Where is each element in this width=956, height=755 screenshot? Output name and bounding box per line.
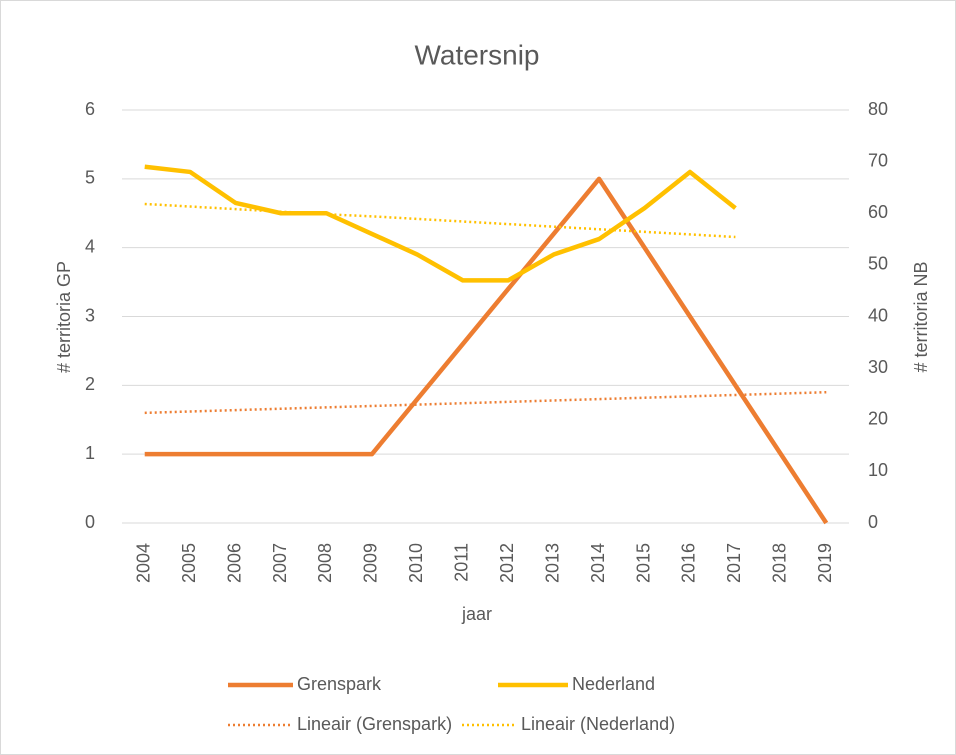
y-tick-label: 3	[85, 305, 95, 325]
x-tick-label: 2011	[452, 543, 472, 582]
y2-tick-label: 20	[868, 409, 888, 429]
y2-tick-label: 60	[868, 202, 888, 222]
y2-tick-label: 10	[868, 460, 888, 480]
y-tick-label: 0	[85, 512, 95, 532]
x-tick-label: 2005	[179, 543, 199, 583]
x-tick-label: 2009	[361, 543, 381, 583]
x-tick-label: 2007	[270, 543, 290, 583]
y-tick-label: 4	[85, 236, 95, 256]
y-tick-label: 6	[85, 99, 95, 119]
y2-tick-label: 0	[868, 512, 878, 532]
y2-tick-label: 30	[868, 357, 888, 377]
y2-tick-label: 50	[868, 254, 888, 274]
x-axis-title: jaar	[461, 604, 492, 624]
x-tick-label: 2015	[633, 543, 653, 583]
series-line	[144, 176, 829, 525]
y-axis-title: # territoria GP	[54, 261, 74, 373]
x-tick-label: 2016	[679, 543, 699, 583]
legend-label: Grenspark	[297, 674, 382, 694]
series-line	[144, 164, 737, 283]
x-tick-label: 2008	[315, 543, 335, 583]
y2-tick-label: 80	[868, 99, 888, 119]
y2-axis-title: # territoria NB	[911, 261, 931, 372]
x-tick-label: 2006	[224, 543, 244, 583]
legend-label: Lineair (Nederland)	[521, 714, 675, 734]
x-tick-label: 2012	[497, 543, 517, 583]
x-tick-label: 2017	[724, 543, 744, 583]
y-tick-label: 2	[85, 374, 95, 394]
x-tick-label: 2014	[588, 543, 608, 583]
y2-tick-label: 40	[868, 305, 888, 325]
y2-tick-label: 70	[868, 150, 888, 170]
y-tick-label: 1	[85, 443, 95, 463]
legend-label: Nederland	[572, 674, 655, 694]
x-tick-label: 2019	[815, 543, 835, 583]
x-tick-label: 2013	[542, 543, 562, 583]
x-tick-label: 2004	[133, 543, 153, 583]
chart-title: Watersnip	[414, 39, 539, 70]
x-tick-label: 2010	[406, 543, 426, 583]
series-line	[144, 202, 736, 239]
legend-label: Lineair (Grenspark)	[297, 714, 452, 734]
x-tick-label: 2018	[770, 543, 790, 583]
y-tick-label: 5	[85, 168, 95, 188]
series-line	[144, 390, 827, 415]
